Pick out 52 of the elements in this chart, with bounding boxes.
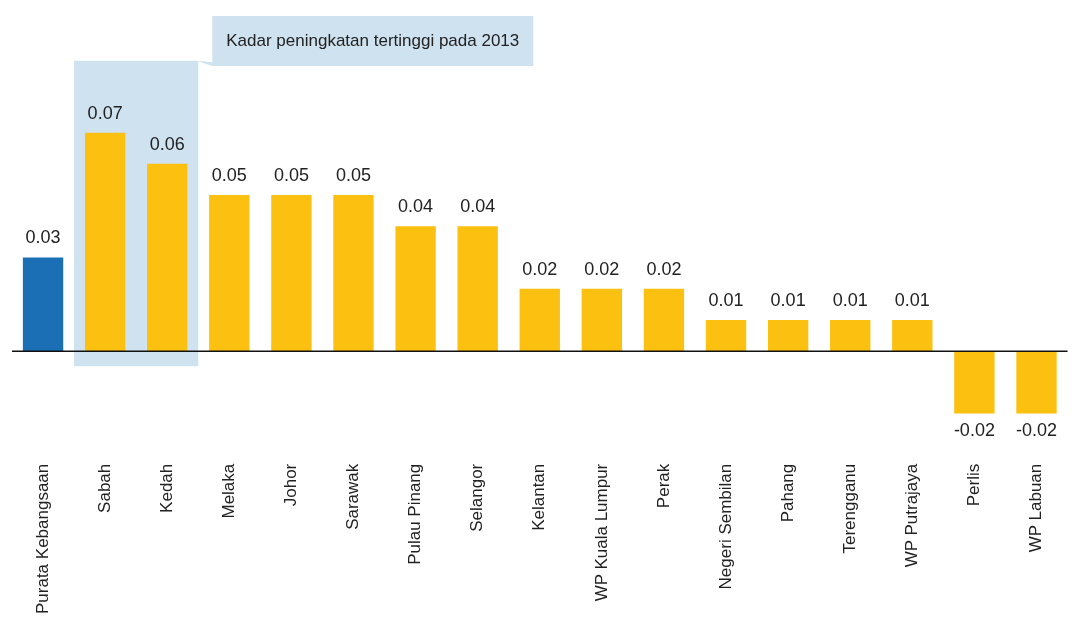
x-tick-label: Perak — [653, 463, 673, 509]
data-label: 0.03 — [25, 227, 61, 248]
bar — [209, 195, 250, 352]
x-tick-label: Pulau Pinang — [405, 463, 425, 565]
data-label: 0.05 — [273, 165, 309, 186]
bar — [767, 319, 809, 352]
band-label: Kadar peningkatan tertinggi pada 2013 — [226, 30, 520, 50]
data-label: 0.02 — [646, 258, 682, 279]
x-tick-label: Negeri Sembilan — [715, 463, 735, 590]
bar — [271, 195, 312, 352]
x-tick-label: Purata Kebangsaan — [32, 463, 52, 615]
bar — [395, 226, 436, 352]
x-tick-label: Terengganu — [839, 463, 859, 554]
bar — [830, 319, 871, 352]
x-tick-label: Perlis — [964, 463, 984, 507]
bar — [892, 319, 933, 352]
x-tick-label: Sabah — [94, 463, 114, 513]
bar — [643, 288, 685, 352]
data-label: 0.06 — [149, 133, 185, 154]
data-label: 0.02 — [522, 258, 558, 279]
x-tick-label: Selangor — [467, 463, 487, 532]
data-label: 0.01 — [832, 289, 868, 310]
bar — [333, 195, 374, 352]
x-tick-label: Melaka — [219, 463, 238, 519]
data-label: 0.02 — [584, 258, 620, 279]
x-tick-label: WP Putrajaya — [901, 463, 921, 568]
data-label: 0.01 — [894, 289, 930, 310]
x-tick-label: Kelantan — [529, 463, 549, 531]
x-tick-label: WP Kuala Lumpur — [591, 463, 611, 602]
bar — [84, 132, 126, 352]
bar — [954, 351, 995, 414]
data-label: 0.01 — [770, 289, 806, 310]
bar — [147, 163, 188, 352]
bar — [1016, 351, 1057, 414]
data-label: 0.05 — [335, 165, 372, 186]
data-label: 0.05 — [211, 165, 247, 186]
bar — [519, 288, 560, 352]
bar — [581, 288, 623, 352]
x-tick-label: Pahang — [777, 463, 797, 523]
x-tick-label: Kedah — [156, 463, 176, 513]
data-label: -0.02 — [953, 419, 995, 440]
data-label: 0.01 — [708, 289, 744, 310]
bar — [457, 226, 498, 352]
data-label: 0.07 — [87, 102, 123, 123]
bar — [705, 319, 747, 352]
data-label: 0.04 — [460, 196, 496, 217]
x-tick-label: Johor — [281, 463, 301, 507]
bar — [22, 257, 64, 352]
data-label: 0.04 — [398, 196, 434, 217]
data-label: -0.02 — [1015, 419, 1057, 440]
x-tick-label: Sarawak — [343, 463, 363, 530]
x-tick-label: WP Labuan — [1026, 463, 1046, 553]
